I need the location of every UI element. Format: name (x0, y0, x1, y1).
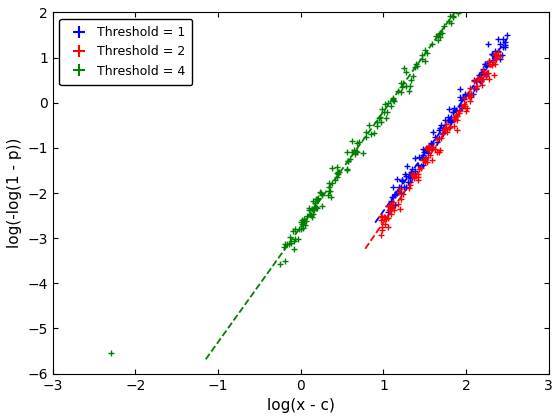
X-axis label: log(x - c): log(x - c) (267, 398, 335, 413)
Legend: Threshold = 1, Threshold = 2, Threshold = 4: Threshold = 1, Threshold = 2, Threshold … (59, 19, 193, 85)
Y-axis label: log(-log(1 - p)): log(-log(1 - p)) (7, 138, 22, 248)
